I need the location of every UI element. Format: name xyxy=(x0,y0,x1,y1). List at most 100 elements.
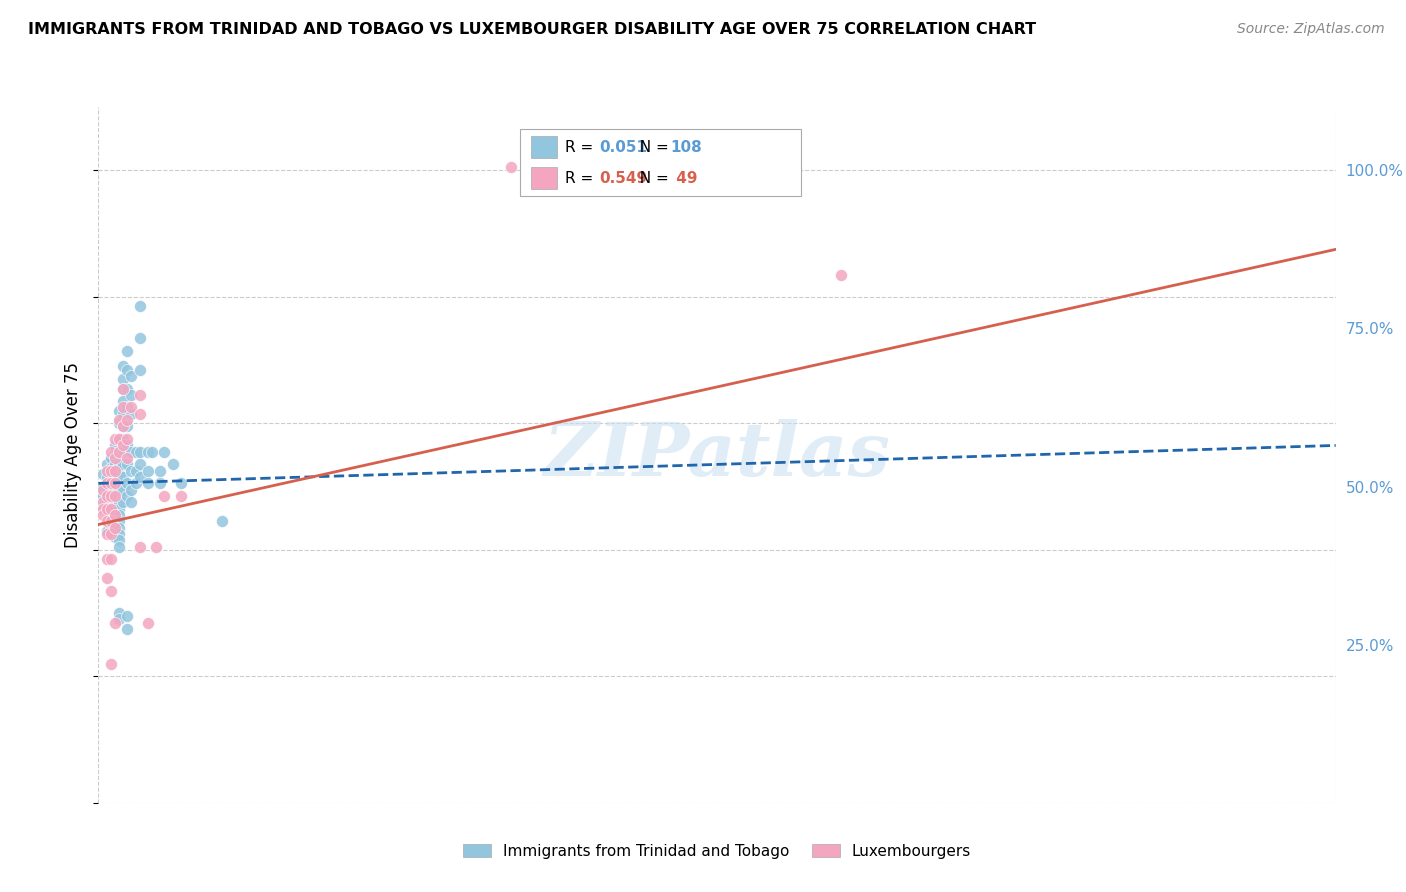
Point xyxy=(153,444,176,458)
Point xyxy=(104,448,127,462)
Point xyxy=(128,331,150,345)
Point xyxy=(96,486,118,500)
Point xyxy=(112,495,135,509)
Point xyxy=(211,514,233,528)
Point xyxy=(96,527,118,541)
Point xyxy=(108,432,131,446)
Point xyxy=(96,470,118,484)
Text: 0.051: 0.051 xyxy=(599,140,647,154)
Point xyxy=(104,432,127,446)
Point xyxy=(100,583,122,598)
Point xyxy=(96,552,118,566)
Point xyxy=(91,467,114,481)
Point xyxy=(91,489,114,503)
Point xyxy=(96,489,118,503)
Point xyxy=(112,444,135,458)
Point xyxy=(104,508,127,522)
Point xyxy=(100,495,122,509)
Point xyxy=(120,388,142,402)
Point xyxy=(117,343,139,358)
Point xyxy=(104,464,127,478)
Point xyxy=(100,451,122,466)
Point xyxy=(117,622,139,636)
Point xyxy=(104,476,127,491)
Point xyxy=(153,489,176,503)
Y-axis label: Disability Age Over 75: Disability Age Over 75 xyxy=(65,362,83,548)
Point xyxy=(96,501,118,516)
Point xyxy=(117,382,139,396)
Point xyxy=(104,470,127,484)
Point xyxy=(108,458,131,472)
Point xyxy=(104,476,127,491)
Point xyxy=(112,394,135,409)
Point xyxy=(108,527,131,541)
Point xyxy=(108,483,131,497)
Point xyxy=(117,438,139,452)
Point xyxy=(100,476,122,491)
Point xyxy=(128,444,150,458)
Point xyxy=(96,458,118,472)
Point xyxy=(108,540,131,554)
Point xyxy=(96,505,118,519)
Point xyxy=(124,444,146,458)
Point xyxy=(112,401,135,415)
Point xyxy=(108,467,131,481)
Point xyxy=(128,470,150,484)
Point xyxy=(112,458,135,472)
Point xyxy=(104,489,127,503)
Point xyxy=(108,501,131,516)
Point xyxy=(108,495,131,509)
Point xyxy=(100,657,122,671)
Point xyxy=(100,483,122,497)
Point xyxy=(104,508,127,522)
Point xyxy=(108,444,131,458)
Point xyxy=(128,407,150,421)
Point xyxy=(96,464,118,478)
Point xyxy=(136,476,159,491)
Point xyxy=(104,495,127,509)
Point xyxy=(100,501,122,516)
Point xyxy=(104,521,127,535)
Point xyxy=(112,432,135,446)
Point xyxy=(100,521,122,535)
Point xyxy=(136,615,159,630)
Point xyxy=(112,470,135,484)
Point xyxy=(128,362,150,376)
Point xyxy=(120,483,142,497)
Point xyxy=(128,388,150,402)
Point xyxy=(117,401,139,415)
Point xyxy=(112,483,135,497)
Point xyxy=(91,495,114,509)
Point xyxy=(117,451,139,466)
Text: N =: N = xyxy=(630,140,673,154)
Point xyxy=(120,444,142,458)
Point xyxy=(100,464,122,478)
Point xyxy=(108,413,131,427)
Point xyxy=(104,489,127,503)
Point xyxy=(100,489,122,503)
Point xyxy=(104,438,127,452)
Point xyxy=(91,508,114,522)
Point xyxy=(100,508,122,522)
Point xyxy=(128,540,150,554)
Point xyxy=(96,524,118,538)
Point xyxy=(91,479,114,493)
Point xyxy=(120,464,142,478)
Point xyxy=(117,489,139,503)
Point xyxy=(120,495,142,509)
Point xyxy=(100,470,122,484)
Point xyxy=(108,508,131,522)
Point xyxy=(145,540,167,554)
Point xyxy=(96,514,118,528)
Point xyxy=(100,444,122,458)
Point xyxy=(112,382,135,396)
Point xyxy=(96,479,118,493)
Point xyxy=(104,514,127,528)
Point xyxy=(117,362,139,376)
Point xyxy=(100,476,122,491)
Point xyxy=(117,419,139,434)
Point xyxy=(117,432,139,446)
Point xyxy=(104,501,127,516)
Point xyxy=(100,514,122,528)
Text: 49: 49 xyxy=(671,171,697,186)
